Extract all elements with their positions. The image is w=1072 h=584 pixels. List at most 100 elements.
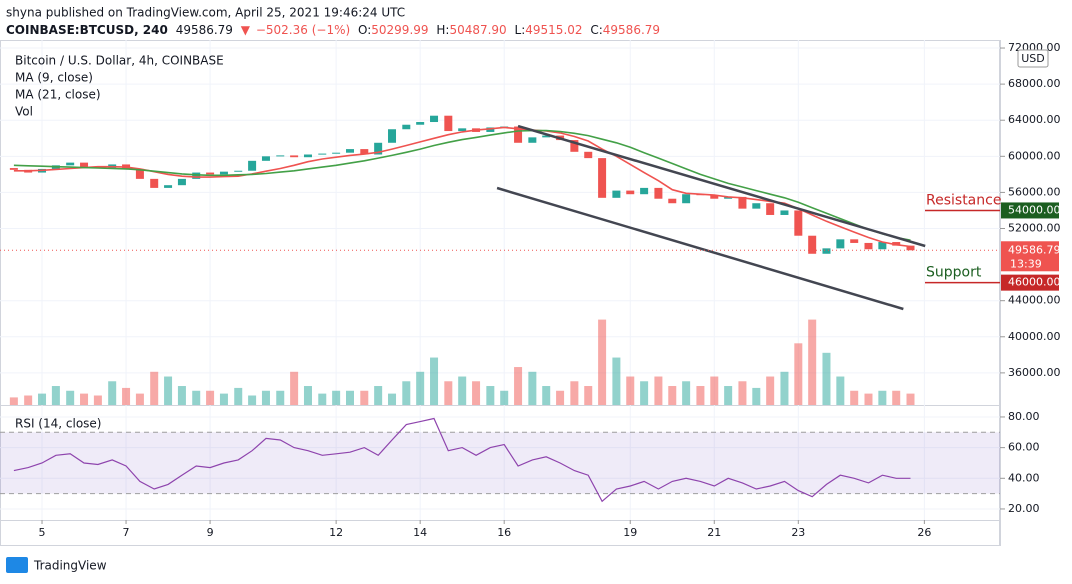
- candle-body: [261, 156, 270, 161]
- legend-title: Bitcoin / U.S. Dollar, 4h, COINBASE: [15, 54, 224, 68]
- volume-bar: [710, 376, 719, 405]
- candle-body: [303, 154, 312, 158]
- rsi-tick-label: 60.00: [1008, 441, 1040, 454]
- ma21-line: [13, 129, 911, 241]
- x-tick-label: 26: [917, 526, 931, 539]
- candle-body: [626, 190, 635, 195]
- y-tick-label: 52000.00: [1008, 222, 1061, 235]
- symbol-line: COINBASE:BTCUSD, 240 49586.79 ▼ −502.36 …: [6, 23, 660, 37]
- y-tick-label: 40000.00: [1008, 330, 1061, 343]
- countdown: 13:39: [1010, 257, 1042, 270]
- volume-bar: [654, 376, 663, 405]
- volume-bar: [514, 367, 523, 405]
- volume-bar: [780, 371, 789, 405]
- chart-frame: [0, 40, 1000, 546]
- candle-body: [738, 196, 747, 209]
- candle-body: [458, 128, 467, 132]
- candle-body: [318, 153, 327, 155]
- last-price: 49586.79: [176, 23, 233, 37]
- last-price-box: [1001, 241, 1059, 272]
- y-tick-label: 44000.00: [1008, 294, 1061, 307]
- volume-bar: [752, 387, 761, 405]
- currency-box[interactable]: [1017, 49, 1049, 68]
- ohlc-value: 50299.99: [371, 23, 428, 37]
- candle-body: [598, 158, 607, 198]
- volume-bar: [290, 371, 299, 405]
- candle-body: [430, 115, 439, 123]
- ohlc-value: 49586.79: [603, 23, 660, 37]
- volume-bar: [122, 387, 131, 405]
- rsi-tick-label: 40.00: [1008, 471, 1040, 484]
- volume-bar: [150, 371, 159, 405]
- candle-body: [486, 127, 495, 132]
- volume-bar: [388, 393, 397, 405]
- candle-body: [150, 178, 159, 188]
- volume-bar: [430, 357, 439, 405]
- level-price-label: 46000.00: [1008, 276, 1061, 289]
- volume-bar: [696, 386, 705, 405]
- candle-body: [752, 203, 761, 209]
- volume-bar: [374, 386, 383, 405]
- volume-bar: [668, 386, 677, 405]
- x-tick-label: 19: [623, 526, 637, 539]
- volume-bar: [234, 387, 243, 405]
- y-tick-label: 60000.00: [1008, 149, 1061, 162]
- candle-body: [276, 155, 285, 157]
- volume-bar: [486, 386, 495, 405]
- candle-body: [584, 151, 593, 159]
- level-price-label: 54000.00: [1008, 203, 1061, 216]
- rsi-band: [0, 432, 1000, 494]
- candle-body: [177, 178, 186, 186]
- candle-body: [682, 194, 691, 204]
- rsi-tick-label: 80.00: [1008, 410, 1040, 423]
- candle-body: [192, 172, 201, 179]
- ohlc-value: 49515.02: [525, 23, 582, 37]
- volume-bar: [542, 386, 551, 405]
- candle-body: [402, 124, 411, 130]
- volume-bar: [584, 386, 593, 405]
- volume-bar: [38, 393, 47, 405]
- volume-bar: [177, 386, 186, 405]
- candle-body: [206, 172, 215, 175]
- y-tick-label: 36000.00: [1008, 366, 1061, 379]
- x-tick-label: 14: [413, 526, 427, 539]
- volume-bar: [9, 397, 18, 405]
- volume-pane: [9, 319, 915, 405]
- publish-line: shyna published on TradingView.com, Apri…: [6, 6, 405, 20]
- volume-bar: [850, 390, 859, 405]
- candle-body: [234, 170, 243, 172]
- volume-bar: [500, 390, 509, 405]
- volume-bar: [206, 390, 215, 405]
- volume-bar: [808, 319, 817, 405]
- volume-bar: [80, 393, 89, 405]
- brand: TradingView: [33, 559, 107, 573]
- candle-body: [892, 242, 901, 246]
- volume-bar: [766, 376, 775, 405]
- candle-body: [906, 245, 915, 251]
- volume-bar: [276, 390, 285, 405]
- volume-bar: [458, 376, 467, 405]
- volume-bar: [219, 393, 228, 405]
- volume-bar: [346, 390, 354, 405]
- ohlc-value: 50487.90: [449, 23, 506, 37]
- volume-bar: [878, 390, 887, 405]
- ohlc-key: H:: [436, 23, 449, 37]
- candle-body: [135, 168, 144, 179]
- volume-bar: [528, 371, 537, 405]
- candle-body: [346, 149, 354, 153]
- volume-bar: [822, 352, 831, 405]
- candle-body: [710, 195, 719, 199]
- volume-bar: [108, 381, 117, 405]
- x-tick-label: 5: [39, 526, 46, 539]
- y-tick-label: 68000.00: [1008, 77, 1061, 90]
- volume-bar: [444, 381, 453, 405]
- legend-vol: Vol: [15, 105, 33, 119]
- x-tick-label: 9: [207, 526, 214, 539]
- trendline: [517, 124, 926, 248]
- volume-bar: [892, 390, 901, 405]
- candle-body: [9, 168, 18, 170]
- volume-bar: [416, 371, 425, 405]
- volume-bar: [66, 390, 75, 405]
- candle-body: [66, 162, 75, 166]
- candle-body: [780, 210, 789, 215]
